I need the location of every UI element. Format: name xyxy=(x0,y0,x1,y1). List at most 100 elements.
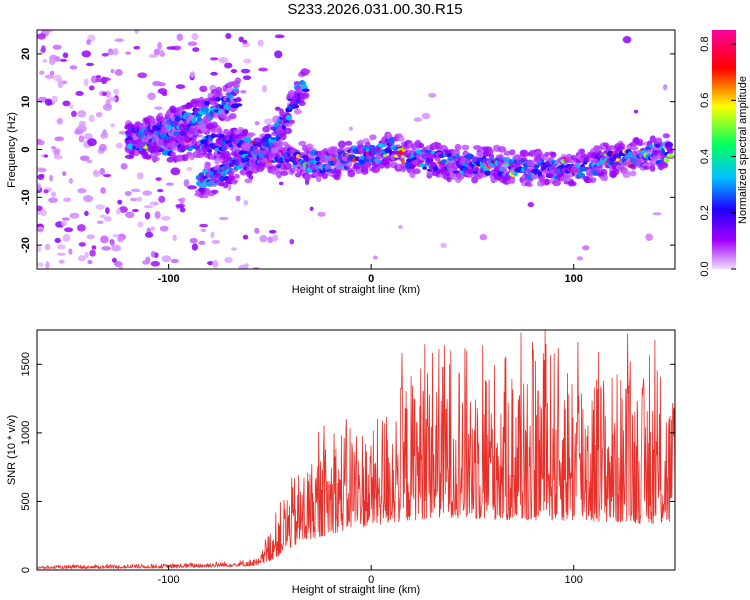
heatmap-cell xyxy=(211,240,221,244)
heatmap-cell xyxy=(278,157,285,164)
heatmap-cell xyxy=(191,32,199,41)
heatmap-cell xyxy=(44,154,49,158)
heatmap-cell xyxy=(298,100,306,107)
heatmap-cell xyxy=(185,102,193,110)
heatmap-cell xyxy=(652,212,662,216)
heatmap-cell xyxy=(103,174,112,178)
heatmap-cell xyxy=(274,34,285,39)
heatmap-cell xyxy=(317,211,326,217)
heatmap-cell xyxy=(244,178,253,184)
heatmap-cell xyxy=(226,171,235,176)
heatmap-cell xyxy=(235,195,241,202)
heatmap-cell xyxy=(83,133,93,140)
spectrogram-y-tick-label: -20 xyxy=(20,237,32,253)
heatmap-cell xyxy=(172,234,177,242)
heatmap-cell xyxy=(57,244,66,250)
heatmap-cell xyxy=(142,190,153,196)
heatmap-cell xyxy=(222,181,229,189)
heatmap-cell xyxy=(124,190,132,197)
heatmap-cell xyxy=(111,244,122,252)
colorbar-label: Normalized spectral amplitude xyxy=(737,76,749,224)
heatmap-cell xyxy=(207,149,212,153)
heatmap-cell xyxy=(497,146,507,153)
heatmap-cell xyxy=(99,167,106,176)
heatmap-cell xyxy=(189,237,198,244)
heatmap-cell xyxy=(280,170,289,176)
heatmap-cell xyxy=(242,234,249,240)
heatmap-cell xyxy=(57,80,64,89)
heatmap-cell xyxy=(62,233,71,242)
heatmap-cell xyxy=(157,116,166,122)
heatmap-cell xyxy=(238,163,243,169)
spectrogram-x-tick-label: -100 xyxy=(158,273,180,285)
heatmap-cell xyxy=(335,170,342,177)
heatmap-cell xyxy=(398,225,403,230)
heatmap-cell xyxy=(37,205,43,212)
heatmap-cell xyxy=(143,205,154,209)
spectrogram-x-axis-label: Height of straight line (km) xyxy=(292,284,420,296)
heatmap-cell xyxy=(243,58,252,64)
heatmap-cell xyxy=(200,127,207,133)
heatmap-cell xyxy=(107,51,114,56)
heatmap-cell xyxy=(100,132,109,139)
heatmap-cell xyxy=(164,136,171,141)
heatmap-cell xyxy=(56,252,66,256)
heatmap-cell xyxy=(215,96,221,102)
heatmap-cell xyxy=(219,175,225,182)
heatmap-cell xyxy=(254,227,260,234)
heatmap-cell xyxy=(58,259,65,264)
heatmap-cell xyxy=(54,136,65,142)
heatmap-cell xyxy=(207,261,214,266)
heatmap-cell xyxy=(243,200,249,206)
heatmap-cell xyxy=(262,85,267,93)
heatmap-cell xyxy=(218,216,229,221)
heatmap-cell xyxy=(242,128,249,136)
heatmap-cell xyxy=(99,214,107,219)
heatmap-cell xyxy=(170,167,181,176)
heatmap-cell xyxy=(546,172,554,178)
heatmap-cell xyxy=(68,104,74,109)
heatmap-cell xyxy=(315,174,322,183)
colorbar-tick-label: 0.0 xyxy=(699,261,711,276)
heatmap-cell xyxy=(53,149,60,157)
heatmap-cell xyxy=(285,114,293,121)
heatmap-cell xyxy=(582,245,590,251)
colorbar-tick-label: 0.4 xyxy=(699,149,711,164)
heatmap-cell xyxy=(44,98,53,106)
heatmap-cell xyxy=(240,89,247,94)
heatmap-cell xyxy=(444,169,451,177)
snr-x-ticks: -100 0 100 xyxy=(158,565,583,586)
heatmap-cell xyxy=(284,159,290,163)
heatmap-cell xyxy=(337,140,346,149)
heatmap-cell xyxy=(242,75,252,81)
heatmap-cell xyxy=(235,103,243,107)
heatmap-cell xyxy=(200,139,210,145)
heatmap-cell xyxy=(218,134,226,138)
spectrogram-y-tick-label: -10 xyxy=(20,189,32,205)
heatmap-cell xyxy=(246,132,256,137)
heatmap-cell xyxy=(347,169,356,178)
heatmap-cell xyxy=(180,197,186,203)
heatmap-cell xyxy=(89,249,96,257)
heatmap-cell xyxy=(125,51,132,55)
heatmap-cell xyxy=(622,170,632,179)
heatmap-cell xyxy=(211,189,219,194)
heatmap-cell xyxy=(68,248,73,255)
heatmap-cell xyxy=(154,211,161,219)
heatmap-cell xyxy=(210,121,218,129)
heatmap-cell xyxy=(37,174,45,181)
heatmap-cell xyxy=(218,57,229,64)
heatmap-cell xyxy=(84,210,89,217)
heatmap-cell xyxy=(660,148,665,155)
snr-y-tick-label: 0 xyxy=(20,567,32,573)
heatmap-cell xyxy=(664,141,674,148)
heatmap-cell xyxy=(175,203,186,208)
heatmap-cell xyxy=(309,206,314,212)
heatmap-cell xyxy=(37,138,42,145)
heatmap-cell xyxy=(136,196,143,202)
heatmap-cell xyxy=(449,172,457,180)
chart-title: S233.2026.031.00.30.R15 xyxy=(287,1,462,18)
heatmap-cell xyxy=(136,172,144,180)
heatmap-cell xyxy=(147,92,156,100)
heatmap-cell xyxy=(100,187,106,194)
